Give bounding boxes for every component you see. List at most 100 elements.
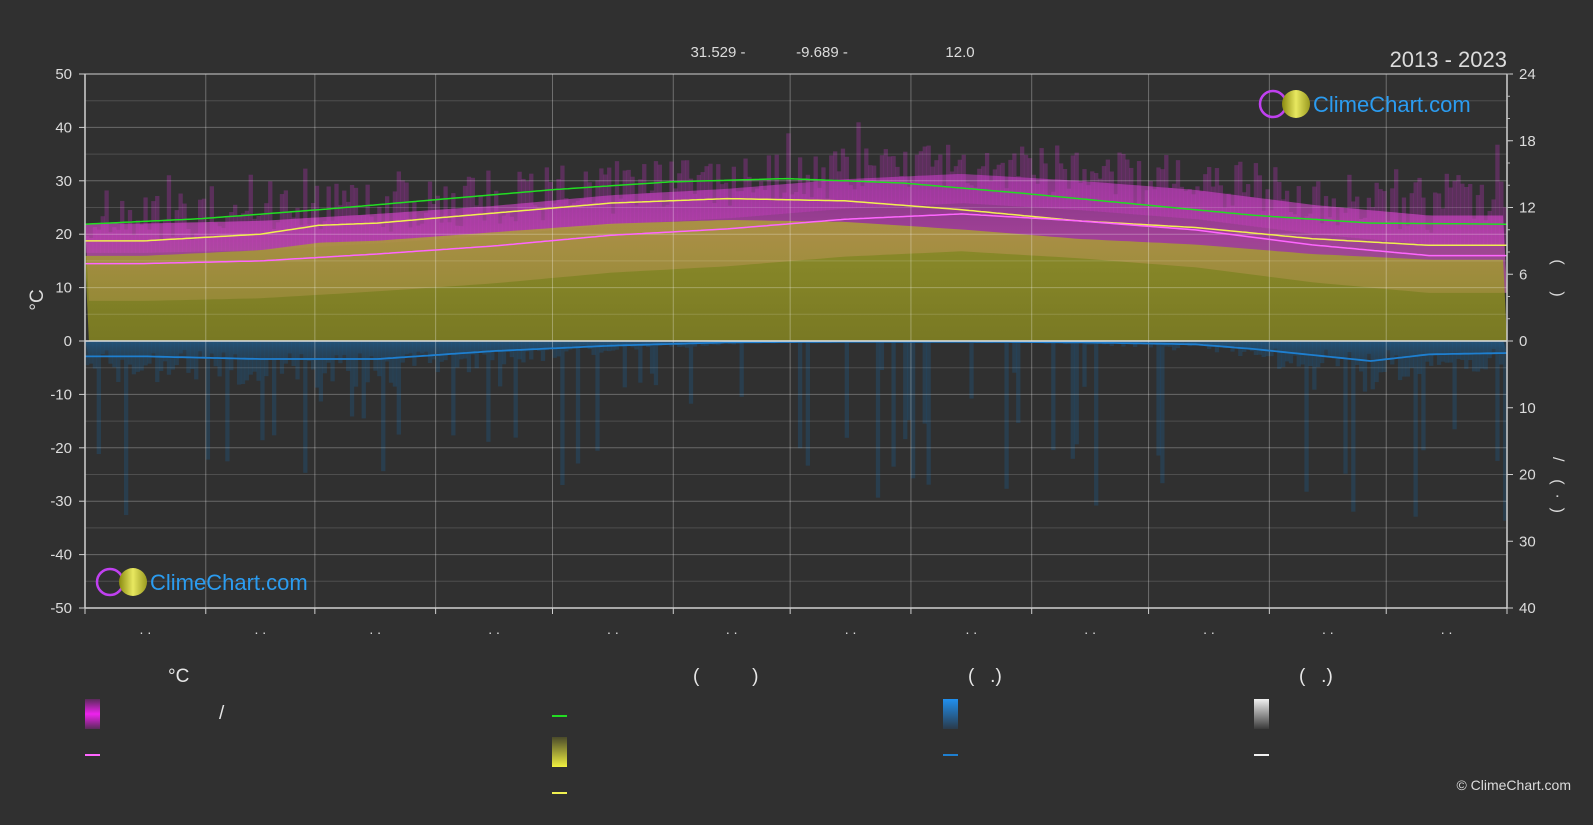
rain-day-bar bbox=[131, 341, 137, 375]
rain-day-bar bbox=[1351, 341, 1356, 512]
max-temp-day-bar bbox=[466, 176, 472, 238]
rain-day-bar bbox=[1421, 341, 1426, 451]
max-temp-day-bar bbox=[1273, 167, 1278, 230]
x-tick-label: . . bbox=[726, 621, 738, 637]
rain-day-bar bbox=[1277, 341, 1282, 369]
max-temp-day-bar bbox=[1456, 175, 1461, 245]
max-temp-day-bar bbox=[1164, 155, 1169, 217]
max-temp-day-bar bbox=[856, 122, 861, 209]
rain-day-bar bbox=[969, 341, 974, 399]
rain-day-bar bbox=[638, 341, 643, 383]
max-temp-day-bar bbox=[365, 184, 370, 244]
y2-axis-label-upper: ( ) bbox=[1549, 259, 1566, 296]
y2-tick-label: 24 bbox=[1519, 66, 1536, 83]
logo-bottom[interactable]: ClimeChart.com bbox=[95, 567, 308, 597]
rain-day-bar bbox=[1051, 341, 1056, 451]
rain-day-bar bbox=[194, 341, 199, 380]
y2-tick-label: 12 bbox=[1519, 200, 1536, 217]
max-temp-day-bar bbox=[517, 171, 522, 234]
y-tick-label: 10 bbox=[55, 280, 72, 297]
rain-day-bar bbox=[910, 341, 916, 479]
rain-day-bar bbox=[116, 341, 121, 382]
header-info-1: 31.529 - bbox=[690, 44, 745, 61]
x-tick-label: . . bbox=[1084, 621, 1096, 637]
rain-day-bar bbox=[205, 341, 211, 460]
max-temp-day-bar bbox=[486, 170, 491, 236]
max-temp-day-bar bbox=[840, 148, 846, 209]
max-temp-day-bar bbox=[653, 161, 659, 223]
y2-tick-label: 20 bbox=[1519, 467, 1536, 484]
logo-sun-icon bbox=[1282, 90, 1310, 118]
logo-top[interactable]: ClimeChart.com bbox=[1258, 89, 1471, 119]
y2-tick-label: 40 bbox=[1519, 600, 1536, 617]
max-temp-day-bar bbox=[1253, 163, 1259, 227]
rain-day-bar bbox=[1464, 341, 1469, 369]
max-temp-day-bar bbox=[1503, 207, 1508, 245]
x-tick-label: . . bbox=[1441, 621, 1453, 637]
rain-day-bar bbox=[1405, 341, 1411, 377]
rain-day-bar bbox=[844, 341, 849, 438]
rain-day-bar bbox=[1452, 341, 1457, 430]
legend-header-sun: ( ) bbox=[693, 666, 759, 687]
y-tick-label: 0 bbox=[64, 333, 72, 350]
max-temp-day-bar bbox=[864, 148, 869, 208]
rain-day-bar bbox=[903, 341, 908, 440]
mean-temp-line bbox=[85, 213, 1507, 265]
y-tick-label: 30 bbox=[55, 173, 72, 190]
logo-sun-icon bbox=[119, 568, 147, 596]
rain-day-bar bbox=[244, 341, 250, 381]
rain-day-bar bbox=[688, 341, 694, 404]
rain-day-bar bbox=[1312, 341, 1317, 390]
max-temp-day-bar bbox=[1117, 152, 1122, 214]
logo-bottom-text: ClimeChart.com bbox=[150, 570, 308, 595]
rain-day-bar bbox=[1074, 341, 1079, 445]
max-temp-day-bar bbox=[774, 154, 779, 215]
rain-day-bar bbox=[486, 341, 491, 442]
rain-day-bar bbox=[1171, 341, 1177, 351]
y-axis-label: °C bbox=[27, 289, 48, 310]
rain-day-bar bbox=[1483, 341, 1488, 370]
legend-swatch-daylight bbox=[552, 715, 567, 717]
rain-day-bar bbox=[1016, 341, 1021, 423]
max-temp-day-bar bbox=[303, 168, 308, 248]
rain-day-bar bbox=[85, 341, 90, 366]
y2-tick-label: 0 bbox=[1519, 333, 1527, 350]
rain-day-bar bbox=[349, 341, 355, 417]
rain-day-bar bbox=[649, 341, 655, 374]
rain-day-bar bbox=[805, 341, 811, 466]
legend-swatch-rain-avg bbox=[943, 754, 958, 756]
rain-day-bar bbox=[1094, 341, 1099, 506]
max-temp-day-bar bbox=[786, 133, 791, 214]
max-temp-day-bar bbox=[1444, 173, 1449, 245]
x-tick-label: . . bbox=[140, 621, 152, 637]
max-temp-day-bar bbox=[766, 155, 772, 215]
rain-day-bar bbox=[451, 341, 456, 436]
header-info-2: -9.689 - bbox=[796, 44, 848, 61]
rain-day-bar bbox=[361, 341, 366, 419]
max-temp-day-bar bbox=[1417, 177, 1422, 244]
max-temp-day-bar bbox=[669, 161, 674, 222]
rain-day-bar bbox=[256, 341, 261, 381]
max-temp-day-bar bbox=[1468, 183, 1473, 245]
max-temp-day-bar bbox=[1495, 144, 1500, 245]
rain-day-bar bbox=[521, 341, 526, 363]
legend-swatch-rain bbox=[943, 699, 958, 729]
rain-day-bar bbox=[123, 341, 129, 516]
x-tick-label: . . bbox=[1322, 621, 1334, 637]
rain-day-bar bbox=[1495, 341, 1500, 461]
max-temp-day-bar bbox=[248, 174, 253, 251]
max-temp-day-bar bbox=[1234, 165, 1239, 225]
rain-day-bar bbox=[591, 341, 596, 355]
rain-day-bar bbox=[1479, 341, 1485, 369]
max-temp-day-bar bbox=[614, 161, 620, 225]
rain-day-bar bbox=[314, 341, 320, 388]
rain-day-bar bbox=[1343, 341, 1348, 474]
max-temp-day-bar bbox=[166, 175, 172, 253]
header-info-3: 12.0 bbox=[945, 44, 974, 61]
rain-day-bar bbox=[1362, 341, 1368, 392]
rain-day-bar bbox=[1082, 341, 1087, 387]
rain-day-bar bbox=[797, 341, 803, 449]
rain-day-bar bbox=[595, 341, 600, 451]
rain-day-bar bbox=[474, 341, 479, 369]
max-temp-day-bar bbox=[1460, 183, 1465, 245]
